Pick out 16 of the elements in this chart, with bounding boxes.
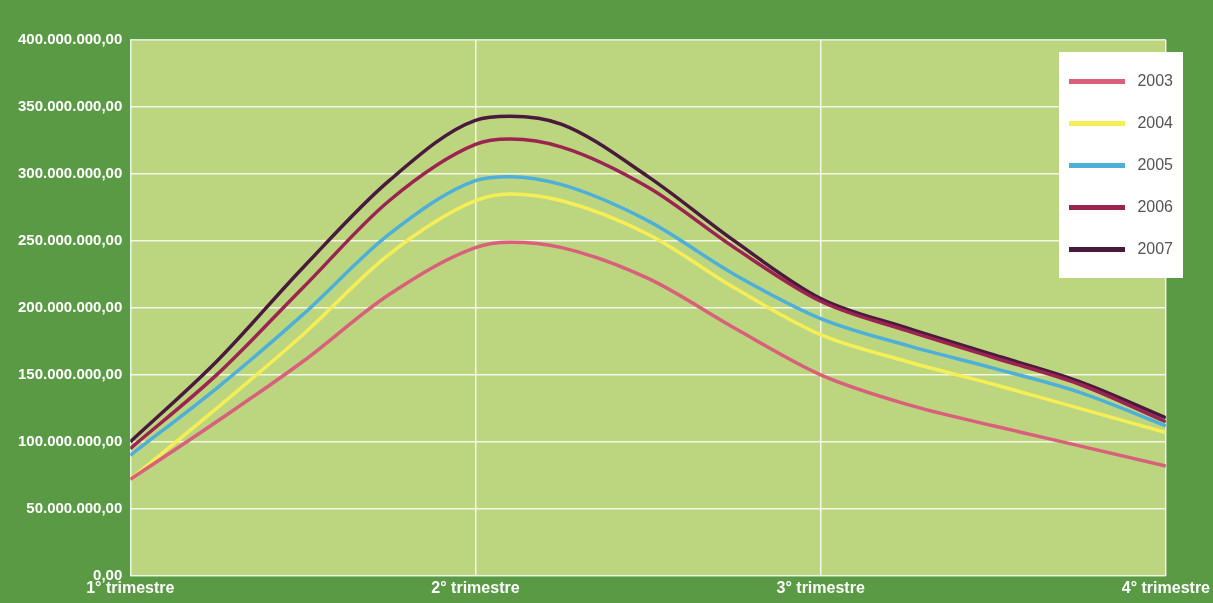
x-tick-label: 4° trimestre <box>1121 578 1211 596</box>
y-tick-label: 100.000.000,00 <box>17 431 123 449</box>
x-tick-label: 3° trimestre <box>776 578 865 596</box>
y-tick-label: 400.000.000,00 <box>17 30 123 48</box>
legend-label: 2005 <box>1137 156 1173 174</box>
y-tick-label: 200.000.000,00 <box>17 298 123 316</box>
legend-label: 2006 <box>1137 198 1173 216</box>
x-tick-label: 2° trimestre <box>431 578 520 596</box>
y-tick-label: 50.000.000,00 <box>26 498 123 516</box>
legend-label: 2004 <box>1137 114 1173 132</box>
legend-label: 2003 <box>1137 72 1173 90</box>
y-tick-label: 250.000.000,00 <box>17 231 123 249</box>
legend-label: 2007 <box>1137 240 1173 258</box>
y-tick-label: 150.000.000,00 <box>17 365 123 383</box>
y-tick-label: 300.000.000,00 <box>17 164 123 182</box>
y-tick-label: 350.000.000,00 <box>17 97 123 115</box>
